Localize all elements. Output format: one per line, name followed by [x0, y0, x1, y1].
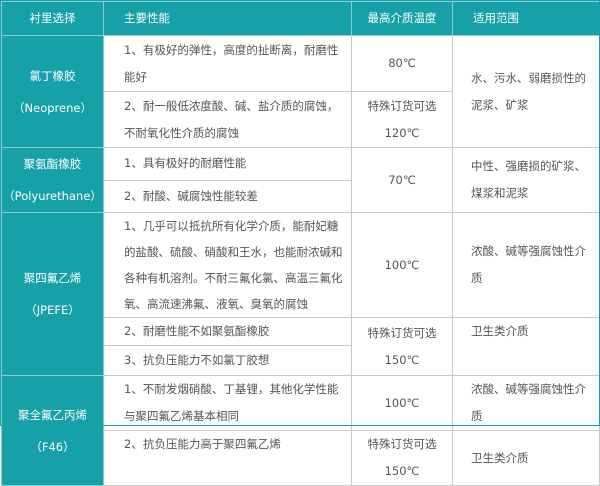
property: 1、具有极好的耐磨性能	[103, 147, 352, 181]
material-cell: 氯丁橡胶 （Neoprene）	[1, 35, 104, 148]
temp-special-value: 120℃	[384, 125, 420, 140]
table-row: 氯丁橡胶 （Neoprene） 1、有极好的弹性，高度的扯断离，耐磨性能好 80℃…	[1, 35, 600, 148]
scope: 卫生类介质	[452, 430, 600, 486]
temp-special: 特殊订货可选 150℃	[351, 317, 453, 376]
table-row: 聚全氟乙丙烯 （F46） 1、不耐发烟硝酸、丁基锂，其他化学性能与聚四氟乙烯基本相…	[1, 375, 600, 486]
table-row: 聚四氟乙烯 （JPEFE） 1、几乎可以抵抗所有化学介质，能耐妃糖的盐酸、硫酸、硝…	[1, 212, 600, 376]
material-en: （F46）	[30, 439, 75, 454]
property: 1、不耐发烟硝酸、丁基锂，其他化学性能与聚四氟乙烯基本相同	[103, 375, 352, 431]
property: 1、有极好的弹性，高度的扯断离，耐磨性能好	[103, 35, 352, 92]
temp-special-label: 特殊订货可选	[367, 437, 437, 451]
scope: 水、污水、弱磨损性的泥浆、矿浆	[452, 35, 600, 148]
temp: 100℃	[351, 212, 453, 318]
table-row: 2、耐一般低浓度酸、碱、盐介质的腐蚀，不耐氧化性介质的腐蚀 特殊订货可选 120℃	[2, 91, 600, 148]
temp-special-label: 特殊订货可选	[367, 98, 437, 113]
temp-special-value: 150℃	[384, 464, 420, 478]
table-row: 3、抗负压能力不如氯丁胶想	[2, 345, 600, 376]
header-scope: 适用范围	[452, 1, 600, 36]
material-name: 聚全氟乙丙烯	[18, 407, 87, 422]
header-properties: 主要性能	[103, 1, 352, 36]
table-row: 聚氨酯橡胶 （Polyurethane） 1、具有极好的耐磨性能 70℃ 中性、强…	[1, 147, 600, 213]
material-cell: 聚全氟乙丙烯 （F46）	[1, 375, 104, 486]
material-name: 氯丁橡胶	[29, 68, 76, 83]
table-row: 2、耐磨性能不如聚氨酯橡胶 特殊订货可选 150℃ 卫生类介质	[2, 317, 600, 376]
temp-special-value: 150℃	[384, 352, 420, 367]
header-max-temp: 最高介质温度	[351, 1, 453, 36]
temp-special: 特殊订货可选 150℃	[351, 430, 453, 486]
scope: 浓酸、碱等强腐蚀性介质	[452, 375, 600, 431]
temp-special-label: 特殊订货可选	[367, 325, 437, 340]
material-en: （JPEFE）	[25, 303, 80, 317]
material-name: 聚四氟乙烯	[23, 271, 82, 285]
property: 2、抗负压能力高于聚四氟乙烯	[103, 430, 352, 486]
scope: 浓酸、碱等强腐蚀性介质	[452, 212, 600, 318]
header-material: 衬里选择	[1, 1, 104, 36]
material-name: 聚氨酯橡胶	[23, 157, 82, 171]
material-en: （Neoprene）	[13, 100, 92, 115]
property: 2、耐一般低浓度酸、碱、盐介质的腐蚀，不耐氧化性介质的腐蚀	[103, 91, 352, 148]
property: 2、耐磨性能不如聚氨酯橡胶	[103, 317, 352, 346]
property: 2、耐酸、碱腐蚀性能较差	[103, 179, 352, 213]
material-en: （Polyurethane）	[3, 189, 102, 203]
header-row: 衬里选择 主要性能 最高介质温度 适用范围	[1, 1, 600, 36]
scope: 卫生类介质	[452, 317, 600, 376]
temp-special: 特殊订货可选 120℃	[351, 91, 453, 148]
temp: 80℃	[351, 35, 453, 92]
scope: 中性、强磨损的矿浆、煤浆和泥浆	[452, 147, 600, 213]
material-cell: 聚四氟乙烯 （JPEFE）	[1, 212, 104, 376]
material-cell: 聚氨酯橡胶 （Polyurethane）	[1, 147, 104, 213]
property: 3、抗负压能力不如氯丁胶想	[103, 345, 352, 376]
temp: 70℃	[351, 147, 453, 213]
temp: 100℃	[351, 375, 453, 431]
property: 1、几乎可以抵抗所有化学介质，能耐妃糖的盐酸、硫酸、硝酸和王水，也能耐浓碱和各种…	[103, 212, 352, 318]
